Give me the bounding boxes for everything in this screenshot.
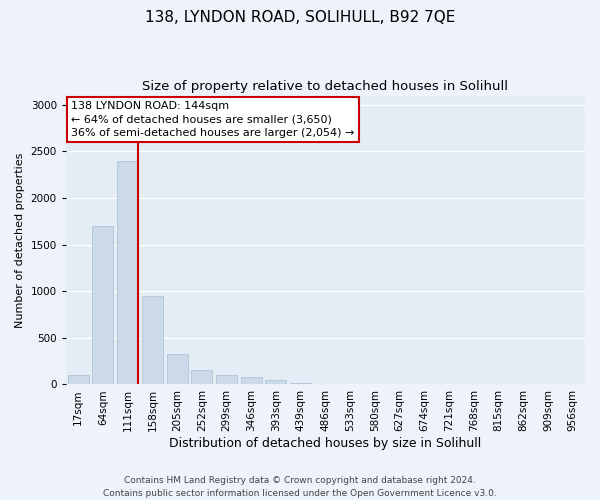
Bar [290,382,311,384]
X-axis label: Distribution of detached houses by size in Solihull: Distribution of detached houses by size … [169,437,482,450]
Bar [265,380,286,384]
Bar [216,375,237,384]
Bar [142,296,163,384]
Bar [68,375,89,384]
Text: 138 LYNDON ROAD: 144sqm
← 64% of detached houses are smaller (3,650)
36% of semi: 138 LYNDON ROAD: 144sqm ← 64% of detache… [71,102,355,138]
Bar [167,354,188,384]
Text: Contains HM Land Registry data © Crown copyright and database right 2024.
Contai: Contains HM Land Registry data © Crown c… [103,476,497,498]
Title: Size of property relative to detached houses in Solihull: Size of property relative to detached ho… [142,80,508,93]
Bar [241,377,262,384]
Bar [191,370,212,384]
Bar [92,226,113,384]
Y-axis label: Number of detached properties: Number of detached properties [15,152,25,328]
Bar [117,161,138,384]
Text: 138, LYNDON ROAD, SOLIHULL, B92 7QE: 138, LYNDON ROAD, SOLIHULL, B92 7QE [145,10,455,25]
